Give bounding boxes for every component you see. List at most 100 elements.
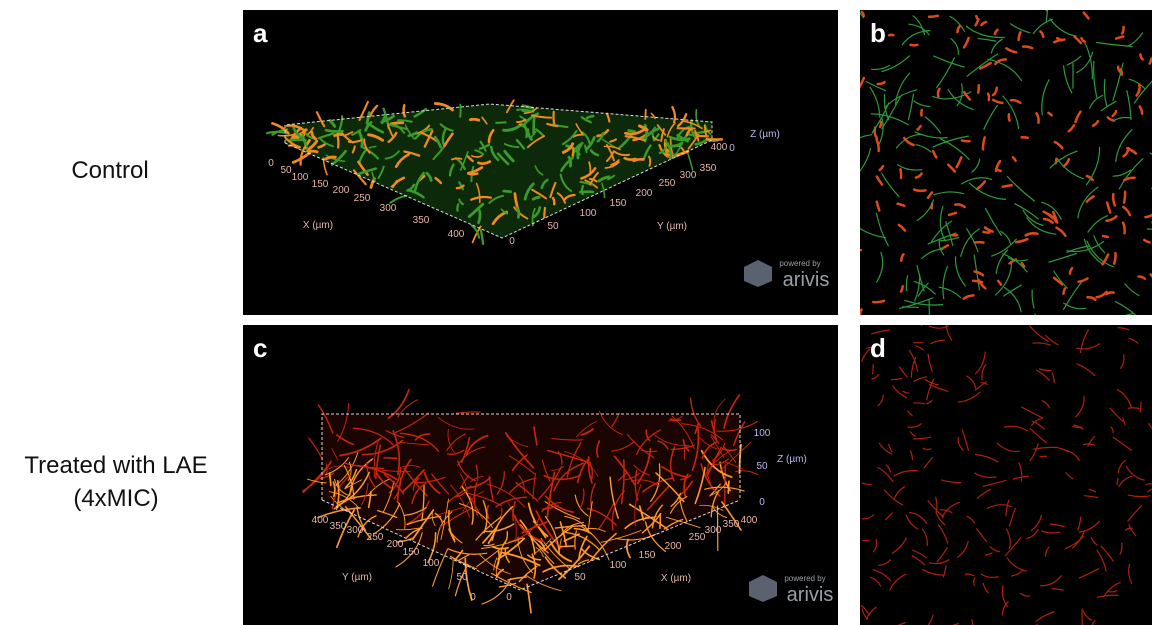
axis-label: 50 <box>547 221 559 232</box>
axis-label: 200 <box>387 539 404 550</box>
strand <box>1046 0 1052 11</box>
strand <box>553 112 554 125</box>
axis-label: 100 <box>423 558 440 569</box>
strand <box>880 122 881 127</box>
axis-label: 0 <box>759 497 765 508</box>
strand <box>938 89 940 97</box>
strand <box>1009 114 1010 120</box>
strand <box>404 105 405 116</box>
axis-label: 100 <box>292 172 309 183</box>
strand <box>1103 236 1108 237</box>
axis-label: 400 <box>741 515 758 526</box>
strand <box>326 130 342 131</box>
row-label: Treated with LAE <box>24 452 207 479</box>
strand <box>1114 253 1115 264</box>
axis-label: 150 <box>639 550 656 561</box>
axis-label: 50 <box>574 572 586 583</box>
panel-letter: d <box>870 333 886 363</box>
strand <box>914 190 925 191</box>
figure: Control Treated with LAE (4xMIC) abcd050… <box>0 0 1152 625</box>
strand <box>978 85 979 92</box>
strand <box>629 131 635 132</box>
axis-label: 150 <box>403 547 420 558</box>
axis-label: 0 <box>506 592 512 603</box>
strand <box>988 94 989 100</box>
axis-label: 350 <box>700 163 717 174</box>
axis-label: Y (µm) <box>657 221 687 232</box>
axis-label: 0 <box>470 592 476 603</box>
axis-label: 350 <box>723 519 740 530</box>
strand <box>544 208 545 218</box>
axis-label: Z (µm) <box>750 129 780 140</box>
axis-label: 250 <box>659 178 676 189</box>
strand <box>504 191 511 192</box>
axis-label: 100 <box>610 560 627 571</box>
axis-label: 100 <box>754 428 771 439</box>
axis-label: Z (µm) <box>777 454 807 465</box>
watermark: arivis <box>783 269 830 291</box>
strand <box>1124 192 1125 203</box>
axis-label: 0 <box>729 143 735 154</box>
axis-label: 250 <box>367 532 384 543</box>
axis-label: 0 <box>509 236 515 247</box>
panel-letter: c <box>253 333 267 363</box>
axis-label: 50 <box>280 165 292 176</box>
strand <box>582 186 583 194</box>
strand <box>873 301 884 302</box>
axis-label: X (µm) <box>661 573 691 584</box>
axis-label: 150 <box>610 198 627 209</box>
axis-label: 300 <box>705 525 722 536</box>
row-label: (4xMIC) <box>73 485 158 512</box>
strand <box>573 149 574 156</box>
axis-label: 300 <box>347 525 364 536</box>
axis-label: 50 <box>756 461 768 472</box>
axis-label: 400 <box>312 515 329 526</box>
panel-d <box>860 325 1152 625</box>
axis-label: 250 <box>354 193 371 204</box>
axis-label: 350 <box>413 215 430 226</box>
strand <box>479 211 481 223</box>
row-label: Control <box>71 157 148 184</box>
strand <box>645 110 646 119</box>
strand <box>1063 289 1065 294</box>
axis-label: 400 <box>711 142 728 153</box>
axis-label: 0 <box>268 158 274 169</box>
strand <box>457 204 458 210</box>
axis-label: 300 <box>680 170 697 181</box>
strand <box>496 122 505 123</box>
watermark: powered by <box>779 259 820 268</box>
strand <box>470 119 478 120</box>
strand <box>901 169 902 178</box>
strand <box>911 45 918 46</box>
strand <box>534 115 535 134</box>
strand <box>984 232 990 233</box>
axis-label: 100 <box>580 208 597 219</box>
strand <box>338 135 339 147</box>
panel-letter: a <box>253 18 268 48</box>
strand <box>853 250 861 251</box>
strand <box>997 170 1001 171</box>
strand <box>391 123 403 124</box>
strand <box>873 365 874 374</box>
axis-label: Y (µm) <box>342 572 372 583</box>
panel-b <box>860 10 1152 315</box>
strand <box>914 403 925 404</box>
panel-letter: b <box>870 18 886 48</box>
axis-label: 200 <box>665 541 682 552</box>
strand <box>962 140 970 141</box>
strand <box>468 174 477 175</box>
strand <box>553 198 554 204</box>
strand <box>634 159 644 161</box>
axis-label: 200 <box>636 188 653 199</box>
axis-label: 400 <box>448 229 465 240</box>
axis-label: 50 <box>456 572 468 583</box>
strand <box>660 514 661 528</box>
axis-label: X (µm) <box>303 220 333 231</box>
axis-label: 350 <box>330 521 347 532</box>
watermark: arivis <box>787 584 834 606</box>
strand <box>929 16 938 17</box>
axis-label: 250 <box>689 532 706 543</box>
strand <box>1003 185 1012 187</box>
strand <box>728 481 729 493</box>
watermark: powered by <box>784 574 825 583</box>
